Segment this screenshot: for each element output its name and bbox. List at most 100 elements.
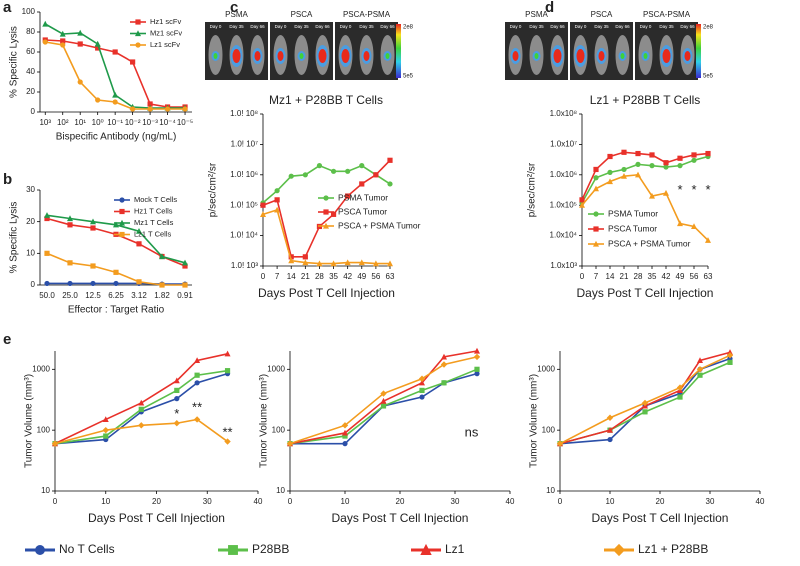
image-group-label: PSCA [591,10,613,19]
marker [635,171,641,178]
x-tick-label: 49 [676,272,685,281]
panel-label: e [3,331,11,348]
image-group-label: PSCA-PSMA [643,10,691,19]
marker [113,221,119,228]
x-axis-label: Days Post T Cell Injection [332,511,469,525]
marker [60,38,66,44]
x-tick-label: 0 [261,272,266,281]
y-tick-label: 1.0x10⁴ [550,231,578,240]
y-tick-label: 10 [41,486,50,495]
marker [130,59,136,65]
day-label: Day 35 [659,24,674,29]
x-tick-label: 28 [634,272,643,281]
x-axis-label: Days Post T Cell Injection [577,286,714,300]
image-group-label: PSMA [225,10,248,19]
x-tick-label: 10 [341,497,350,506]
legend-label: Hz1 scFv [150,17,182,26]
marker [174,387,180,394]
x-axis-label: Days Post T Cell Injection [592,511,729,525]
marker [593,175,599,181]
marker [159,282,165,288]
y-axis-label: % Specific Lysis [9,202,20,274]
marker [44,212,50,218]
marker [159,253,165,260]
panel-label: a [3,0,12,16]
annotation: ** [222,424,232,439]
legend-label: PSMA Tumor [608,208,658,218]
marker [418,375,426,382]
y-tick-label: 40 [26,67,35,76]
marker [579,202,585,208]
marker [621,166,627,173]
x-tick-label: 7 [275,272,280,281]
chart-title: Lz1 + P28BB T Cells [590,93,701,107]
series-line [289,368,478,445]
marker [606,414,614,421]
x-tick-label: 10⁻³ [142,118,158,127]
x-tick-label: 63 [704,272,713,281]
colorbar-max: 2e8 [703,25,714,31]
marker [288,173,294,179]
marker [641,399,649,407]
marker [77,41,83,47]
annotation: * [691,182,696,197]
marker [474,347,480,354]
marker [473,353,481,361]
y-tick-label: 100 [272,425,286,434]
x-tick-label: 42 [343,272,352,281]
signal [576,49,585,63]
marker [194,372,200,378]
marker [344,259,351,266]
signal [254,51,261,61]
y-tick-label: 1.0! 10⁵ [230,200,258,209]
marker [274,206,281,213]
marker [135,42,141,48]
marker [173,420,180,427]
marker [419,394,425,400]
colorbar-min: 5e5 [703,74,714,80]
x-tick-label: 21 [301,272,310,281]
marker [164,106,171,112]
marker [330,168,337,174]
day-label: Day 35 [294,24,309,29]
panel-label: c [230,0,238,16]
marker [359,163,365,169]
series-line [54,418,229,445]
annotation: * [174,406,179,421]
marker [90,225,96,231]
marker [691,157,697,163]
marker [194,357,201,364]
legend-label: Lz1 [445,542,465,556]
y-tick-label: 1000 [537,364,555,373]
marker [77,79,83,85]
x-tick-label: 6.25 [108,291,124,300]
marker [44,250,50,256]
marker [90,280,96,287]
signal [213,53,218,59]
y-tick-label: 1.0! 10³ [231,261,258,270]
marker [90,263,96,269]
legend-label: PSCA Tumor [338,206,387,216]
series-line [262,208,390,265]
marker [112,99,118,105]
marker [727,359,733,365]
signal [534,53,539,59]
marker [67,215,73,222]
signal [299,53,304,59]
signal [385,53,390,59]
marker [593,240,599,247]
day-label: Day 0 [640,24,652,29]
marker [441,380,447,386]
marker [342,429,348,436]
marker [373,172,379,178]
marker [302,259,309,266]
x-tick-label: 21 [620,272,629,281]
x-tick-label: 49 [357,272,366,281]
series-line [289,350,478,445]
day-label: Day 66 [615,24,630,29]
x-tick-label: 10⁻² [125,118,141,127]
marker [102,426,109,434]
y-tick-label: 60 [26,47,35,56]
panel-label: b [3,171,12,188]
x-tick-label: 25.0 [62,291,78,300]
